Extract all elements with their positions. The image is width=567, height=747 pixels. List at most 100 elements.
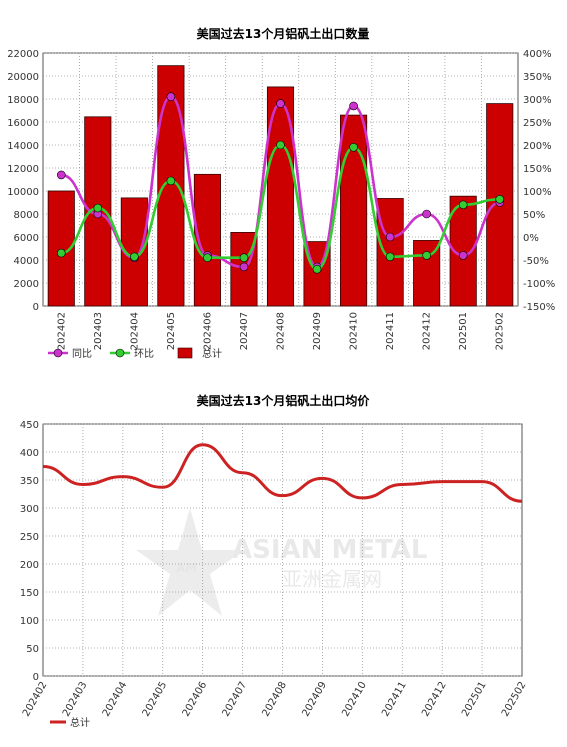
x-tick-label: 202403 [61,680,90,719]
series-point [276,140,285,150]
price-chart-svg: ASIAN METAL 亚洲金属网 AM 美国过去13个月铝矾土出口均价 0 50… [20,393,529,729]
axes: 0 2000 4000 6000 8000 10000 12000 14000 16000 180… [7,49,555,350]
x-tick-label: 202404 [101,680,130,719]
x-tick-label: 202409 [300,680,329,719]
x-tick-label: 202502 [500,680,529,719]
series-point [130,252,139,262]
y-tick-label: 14000 [7,141,39,152]
x-tick-label: 202403 [93,312,104,350]
chart-title: 美国过去13个月铝矾土出口数量 [197,26,370,41]
y2-tick-label: 50% [523,210,545,221]
series-point [166,176,176,186]
legend: 总计 [50,716,90,729]
legend-label: 总计 [70,716,90,729]
legend: 同比 环比 总计 [48,347,222,360]
y-tick-label: 350 [20,476,39,487]
y2-tick-label: 100% [523,187,552,198]
legend-marker [115,348,125,358]
series-lines [56,92,505,274]
legend-label: 总计 [202,347,222,360]
x-tick-label: 202402 [21,680,50,719]
y-tick-label: 0 [33,302,39,313]
y-tick-label: 10000 [7,187,39,198]
y2-tick-label: -50% [523,256,549,267]
y-tick-label: 22000 [7,49,39,60]
y-tick-label: 6000 [14,233,39,244]
legend-label: 同比 [72,348,92,360]
x-tick-label: 202410 [349,312,360,350]
x-tick-label: 202406 [181,680,210,719]
x-tick-label: 202407 [221,680,250,719]
series-point [166,92,176,101]
series-point [56,248,66,258]
y2-tick-label: 350% [523,72,552,83]
axes: 0 50 100 150 200 250 300 350 400 450 202402 202403 2… [20,420,529,719]
x-tick-label: 202405 [141,680,170,719]
watermark-brand: ASIAN METAL [232,535,428,565]
y-tick-label: 4000 [14,256,39,267]
series-point [239,253,249,263]
y-tick-label: 100 [20,616,39,627]
y2-tick-label: 200% [523,141,552,152]
x-tick-label: 202409 [312,312,323,350]
x-tick-label: 202404 [129,312,140,350]
watermark-brand-cn: 亚洲金属网 [282,567,382,591]
chart-export-price: ASIAN METAL 亚洲金属网 AM 美国过去13个月铝矾土出口均价 0 50… [0,388,567,747]
series-line [42,443,523,503]
x-tick-label: 202407 [239,312,250,350]
series-point [239,262,249,272]
y2-tick-label: -150% [523,302,555,313]
watermark-am: AM [176,561,197,575]
x-tick-label: 202402 [56,312,67,350]
x-tick-label: 202411 [380,680,409,719]
x-tick-label: 202405 [166,312,177,350]
y2-tick-label: 0% [523,233,539,244]
y-tick-label: 20000 [7,72,39,83]
y-tick-label: 0 [33,672,39,683]
x-tick-label: 202502 [495,312,506,350]
series-point [312,264,322,274]
series-point [203,253,212,263]
series-point [422,209,431,219]
x-tick-label: 202406 [202,312,213,350]
series-point [56,170,66,180]
series-point [458,251,468,260]
bar [376,198,404,307]
legend-marker [53,348,63,358]
y-tick-label: 12000 [7,164,39,175]
y-tick-label: 300 [20,504,39,515]
x-tick-label: 202412 [420,680,449,719]
chart-export-quantity: ASIAN METAL 亚洲金属网 AM 美国过去13个月铝矾土出口数量 020… [7,26,555,360]
x-tick-label: 202412 [422,312,433,350]
series-point [495,194,505,204]
chart-title: 美国过去13个月铝矾土出口均价 [197,393,371,408]
y2-tick-label: 250% [523,118,552,129]
y-tick-label: 250 [20,532,39,543]
series-lines [42,443,523,503]
series-point [276,99,285,108]
y-tick-label: 150 [20,588,39,599]
quantity-chart-svg: ASIAN METAL 亚洲金属网 AM 美国过去13个月铝矾土出口数量 020… [7,26,555,360]
legend-swatch [177,347,193,359]
x-tick-label: 202408 [260,680,289,719]
y-tick-label: 2000 [14,279,39,290]
bars [47,65,514,307]
y2-tick-label: -100% [523,279,555,290]
x-tick-label: 202410 [340,680,369,719]
x-tick-label: 202408 [276,312,287,350]
x-tick-label: 202501 [460,680,489,719]
series-point [458,200,468,210]
y-tick-label: 16000 [7,118,39,129]
series-point [349,101,358,111]
y-tick-label: 50 [26,644,39,655]
y-tick-label: 450 [20,420,39,431]
series-point [385,232,395,242]
y-tick-label: 200 [20,560,39,571]
series-point [385,252,395,262]
y-tick-label: 18000 [7,95,39,106]
series-point [422,251,431,260]
x-tick-label: 202411 [385,312,396,350]
y2-tick-label: 150% [523,164,552,175]
series-point [349,143,358,152]
y-tick-label: 8000 [14,210,39,221]
